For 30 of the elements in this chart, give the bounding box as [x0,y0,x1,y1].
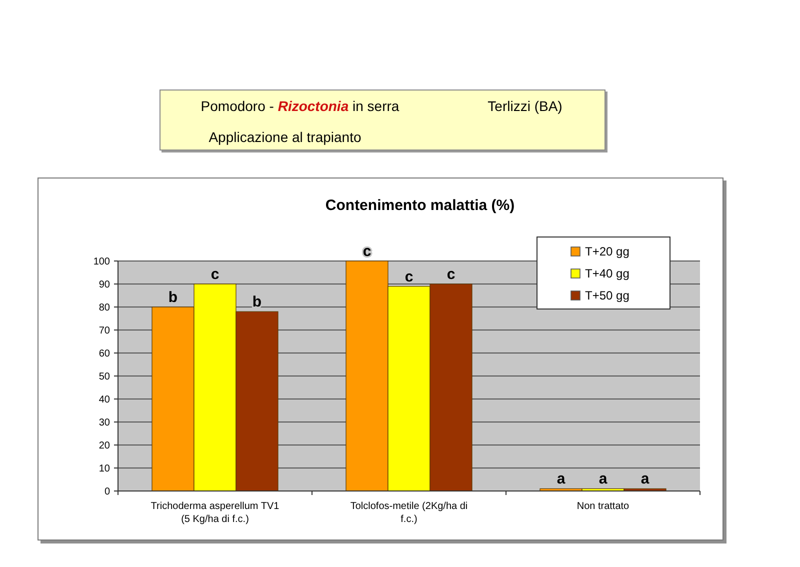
data-label: c [210,266,220,283]
y-tick-label: 0 [104,486,110,498]
legend-label: T+50 gg [585,288,630,303]
data-label: c [404,268,414,286]
y-tick-label: 60 [98,348,110,360]
y-tick-label: 70 [98,326,110,336]
y-tick-label: 80 [98,302,110,314]
legend-label: T+20 gg [585,244,630,259]
y-tick-label: 90 [98,280,110,290]
y-tick-label: 30 [98,418,110,428]
x-tick-label: Non trattato [576,501,630,512]
text: Pomodoro - Rizoctonia in serra [200,98,400,114]
y-tick-label: 10 [98,464,110,474]
y-tick-label: 20 [98,440,110,452]
legend-label: T+40 gg [585,266,630,281]
y-tick-label: 50 [98,372,110,382]
data-label: a [556,470,566,488]
data-label: a [640,470,650,488]
y-tick-label: 100 [93,256,110,268]
data-label: b [168,289,178,306]
data-label: b [252,294,262,311]
x-tick-label: Tolclofos-metile (2Kg/ha di f.c.) [350,501,468,525]
x-tick-label: Trichoderma asperellum TV1 (5 Kg/ha di f.c.) [150,501,280,525]
data-label: c [446,266,456,283]
data-label: a [598,470,608,488]
chart-title: Contenimento malattia (%) [325,197,515,214]
data-label: c [362,243,372,260]
y-tick-label: 40 [98,394,110,406]
text: Applicazione al trapianto [208,129,362,145]
text: Terlizzi (BA) [488,98,562,114]
